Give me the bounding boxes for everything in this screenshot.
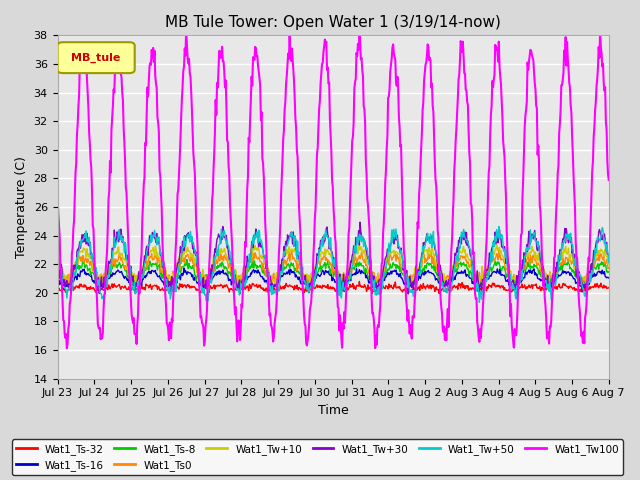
Wat1_Ts-16 [248,268,256,274]
Wat1_Tw100 [422,62,429,68]
Wat1_Tw+50 [54,255,61,261]
Wat1_Tw100 [54,186,61,192]
Wat1_Ts0 [268,276,276,281]
Wat1_Ts-16 [54,275,61,281]
Wat1_Tw+50 [220,230,227,236]
Wat1_Tw100 [596,28,604,34]
Wat1_Tw+10 [235,283,243,289]
Wat1_Ts0 [422,255,429,261]
Wat1_Tw+30 [404,291,412,297]
Wat1_Tw+50 [495,224,502,229]
Wat1_Ts-8 [269,277,277,283]
Line: Wat1_Ts-8: Wat1_Ts-8 [58,260,609,286]
Wat1_Tw100 [391,54,399,60]
Wat1_Ts-16 [221,270,229,276]
Wat1_Ts-32 [247,286,255,291]
Wat1_Tw+10 [118,251,126,256]
Line: Wat1_Ts-32: Wat1_Ts-32 [58,281,609,294]
Wat1_Ts0 [406,282,413,288]
Wat1_Tw+30 [356,219,364,225]
Wat1_Tw100 [605,177,612,183]
Wat1_Ts0 [495,248,502,253]
Wat1_Ts-32 [422,286,429,292]
Wat1_Ts0 [220,258,227,264]
Wat1_Tw+10 [392,249,399,254]
Wat1_Tw100 [269,328,276,334]
Wat1_Tw100 [63,345,70,351]
Wat1_Tw+50 [268,292,276,298]
Line: Wat1_Tw100: Wat1_Tw100 [58,31,609,348]
Wat1_Ts-32 [356,278,364,284]
Wat1_Ts0 [247,259,255,265]
Wat1_Tw+30 [422,235,430,241]
Wat1_Tw+10 [422,247,430,253]
Wat1_Tw100 [248,74,255,80]
Wat1_Ts0 [605,265,612,271]
FancyBboxPatch shape [58,42,134,73]
Line: Wat1_Ts-16: Wat1_Ts-16 [58,268,609,289]
Wat1_Tw+10 [220,249,227,254]
Wat1_Tw100 [119,97,127,103]
Wat1_Ts0 [390,253,397,259]
Wat1_Ts-32 [220,284,227,290]
Wat1_Ts-8 [118,263,126,268]
Wat1_Tw+30 [391,232,399,238]
Legend: Wat1_Ts-32, Wat1_Ts-16, Wat1_Ts-8, Wat1_Ts0, Wat1_Tw+10, Wat1_Tw+30, Wat1_Tw+50,: Wat1_Ts-32, Wat1_Ts-16, Wat1_Ts-8, Wat1_… [12,439,623,475]
Wat1_Tw+50 [390,227,397,232]
Wat1_Tw+10 [605,255,612,261]
Wat1_Ts-16 [60,287,68,292]
Wat1_Ts-32 [391,284,399,289]
Wat1_Tw100 [220,69,228,74]
Wat1_Tw+30 [247,252,255,258]
Wat1_Ts-16 [392,269,399,275]
Wat1_Ts-8 [422,265,430,271]
Wat1_Tw+30 [54,251,61,257]
Text: MB_tule: MB_tule [72,52,121,63]
Y-axis label: Temperature (C): Temperature (C) [15,156,28,258]
Wat1_Ts-32 [435,291,443,297]
Line: Wat1_Tw+50: Wat1_Tw+50 [58,227,609,302]
Wat1_Ts-32 [268,289,276,295]
Wat1_Ts0 [118,258,126,264]
Wat1_Ts-8 [605,269,612,275]
Title: MB Tule Tower: Open Water 1 (3/19/14-now): MB Tule Tower: Open Water 1 (3/19/14-now… [165,15,501,30]
Wat1_Ts-16 [269,282,277,288]
Wat1_Tw+50 [118,239,126,244]
Wat1_Tw+30 [268,284,276,289]
Wat1_Tw+30 [605,252,612,258]
Wat1_Ts-8 [392,262,399,267]
Wat1_Tw+10 [248,245,255,251]
Wat1_Ts-16 [422,269,430,275]
Wat1_Ts-8 [248,264,256,270]
Wat1_Ts-16 [119,273,127,278]
Wat1_Tw+10 [54,254,61,260]
Wat1_Tw+50 [605,259,612,265]
Wat1_Tw+30 [220,234,227,240]
Wat1_Tw+10 [269,279,276,285]
Wat1_Ts-16 [180,265,188,271]
Line: Wat1_Tw+30: Wat1_Tw+30 [58,222,609,294]
Line: Wat1_Tw+10: Wat1_Tw+10 [58,244,609,286]
Wat1_Ts0 [54,264,61,269]
Wat1_Tw+50 [476,300,483,305]
Wat1_Tw+50 [247,257,255,263]
Wat1_Ts-8 [166,283,173,289]
Wat1_Tw+30 [118,239,126,245]
Wat1_Ts-32 [54,282,61,288]
Wat1_Ts-32 [118,284,126,289]
Wat1_Ts-16 [605,275,612,281]
Wat1_Tw+50 [421,244,429,250]
Wat1_Ts-8 [183,257,191,263]
Wat1_Ts-32 [605,285,612,290]
Wat1_Ts-8 [221,264,229,269]
Wat1_Tw+10 [356,241,364,247]
Line: Wat1_Ts0: Wat1_Ts0 [58,251,609,285]
X-axis label: Time: Time [318,404,349,417]
Wat1_Ts-8 [54,271,61,277]
